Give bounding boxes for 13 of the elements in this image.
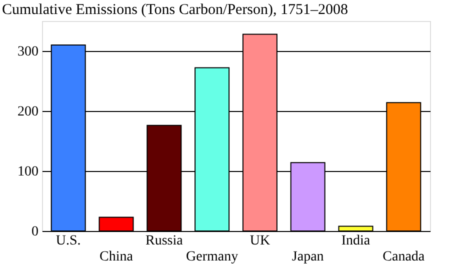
y-tick-label: 100 bbox=[18, 164, 38, 180]
y-tick-label: 200 bbox=[18, 104, 38, 120]
x-tick-label: Canada bbox=[382, 250, 426, 264]
x-tick-label: UK bbox=[250, 234, 270, 248]
y-tick-label: 300 bbox=[18, 44, 38, 60]
chart-title: Cumulative Emissions (Tons Carbon/Person), 1751–2008 bbox=[2, 2, 348, 18]
x-tick-label: China bbox=[100, 250, 134, 264]
x-tick-label: Japan bbox=[292, 250, 324, 264]
x-tick-label: Russia bbox=[145, 234, 184, 248]
y-tick-label: 0 bbox=[32, 224, 38, 240]
x-tick-label: Germany bbox=[186, 250, 238, 264]
x-tick-label: India bbox=[341, 234, 371, 248]
x-tick-label: U.S. bbox=[56, 234, 81, 248]
